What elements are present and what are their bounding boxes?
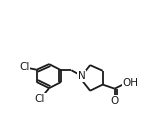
Text: OH: OH <box>122 78 138 88</box>
Text: Cl: Cl <box>35 94 45 104</box>
Text: N: N <box>78 71 85 81</box>
Text: O: O <box>111 96 119 106</box>
Text: Cl: Cl <box>19 62 29 72</box>
